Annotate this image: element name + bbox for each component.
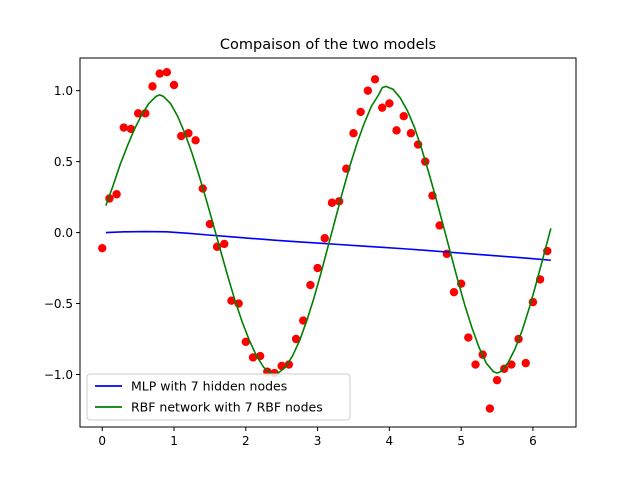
scatter-point	[291, 334, 301, 344]
scatter-point	[385, 99, 394, 108]
y-tick-label: −0.5	[44, 297, 73, 311]
scatter-point	[284, 360, 294, 369]
legend-label: RBF network with 7 RBF nodes	[131, 400, 323, 415]
scatter-point	[98, 243, 107, 253]
scatter-point	[449, 287, 459, 297]
scatter-point	[241, 337, 251, 347]
plot-area	[98, 67, 552, 413]
scatter-point	[112, 190, 121, 199]
x-tick-label: 4	[386, 434, 394, 448]
scatter-point	[148, 82, 157, 91]
y-tick-label: 0.5	[54, 155, 73, 169]
scatter-point	[370, 75, 380, 84]
x-tick-label: 6	[529, 434, 537, 448]
scatter-point	[471, 360, 480, 369]
legend-label: MLP with 7 hidden nodes	[131, 379, 287, 394]
rbf-series-line	[105, 85, 552, 376]
scatter-point	[406, 129, 416, 138]
scatter-point	[162, 67, 172, 77]
legend-box	[86, 373, 351, 421]
scatter-point	[485, 404, 495, 413]
x-tick-label: 5	[457, 434, 465, 448]
x-tick-label: 2	[242, 434, 250, 448]
scatter-point	[119, 123, 128, 132]
scatter-point	[155, 69, 164, 78]
scatter-point	[248, 353, 258, 362]
scatter-point	[133, 109, 143, 118]
scatter-point	[507, 360, 516, 369]
scatter-point	[191, 136, 200, 145]
plot-frame	[79, 57, 577, 428]
legend: MLP with 7 hidden nodes RBF network with …	[86, 373, 351, 421]
y-tick-label: 1.0	[54, 84, 73, 98]
scatter-point	[464, 333, 473, 342]
scatter-point	[377, 103, 387, 112]
scatter-point	[313, 263, 322, 273]
scatter-point	[349, 129, 358, 138]
scatter-point	[435, 221, 444, 230]
scatter-point	[392, 126, 401, 135]
chart-title: Compaison of the two models	[220, 37, 436, 53]
x-tick-label: 0	[98, 434, 106, 448]
scatter-point	[227, 296, 236, 305]
y-axis: −1.0 −0.5 0.0 0.5 1.0	[44, 84, 80, 382]
scatter-point	[320, 234, 329, 243]
x-axis: 0 1 2 3 4 5 6	[98, 427, 537, 448]
scatter-point	[356, 107, 365, 117]
scatter-point	[169, 80, 179, 90]
scatter-point	[327, 198, 337, 207]
scatter-point	[521, 358, 530, 368]
scatter-point	[220, 239, 229, 249]
x-tick-label: 3	[314, 434, 322, 448]
x-tick-label: 1	[170, 434, 178, 448]
y-tick-label: −1.0	[44, 368, 73, 382]
scatter-point	[363, 86, 373, 95]
scatter-point	[177, 131, 186, 141]
scatter-point	[399, 111, 408, 121]
scatter-point	[306, 280, 315, 290]
y-tick-label: 0.0	[54, 226, 73, 240]
scatter-point	[492, 375, 502, 385]
